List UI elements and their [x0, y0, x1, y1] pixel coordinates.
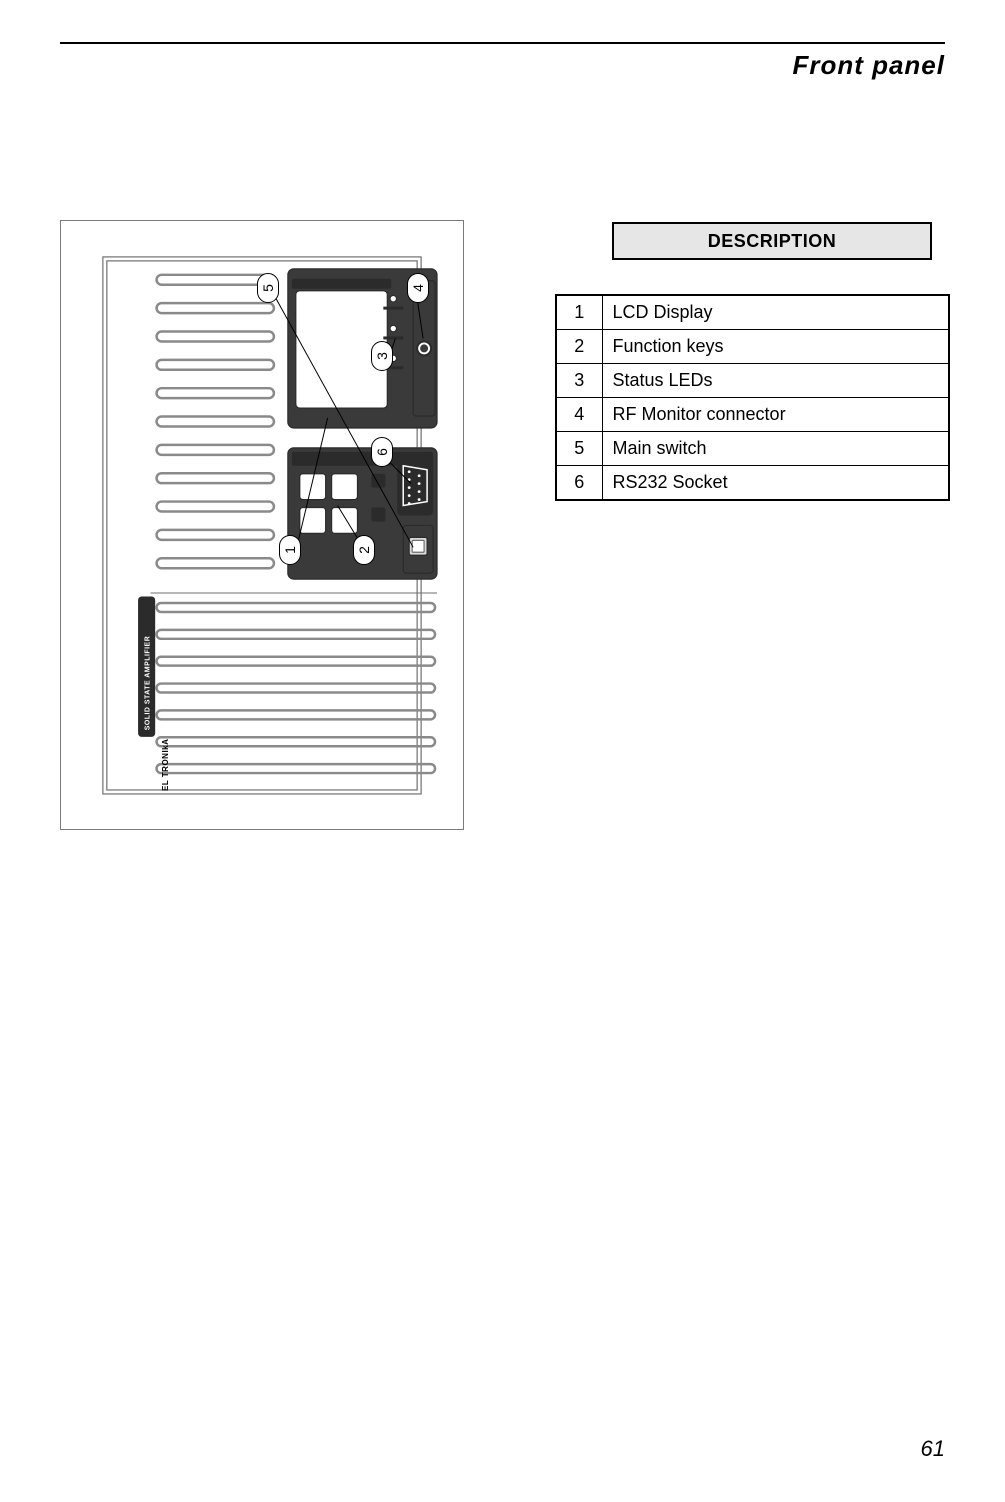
page-title: Front panel [792, 50, 945, 81]
cell-label: Function keys [602, 330, 949, 364]
cell-number: 2 [556, 330, 602, 364]
device-figure: SOLID STATE AMPLIFIER 1 2 3 4 5 6 EL TRO… [60, 220, 464, 830]
description-table: 1 LCD Display 2 Function keys 3 Status L… [555, 294, 950, 501]
cell-label: RS232 Socket [602, 466, 949, 501]
device-drawing: SOLID STATE AMPLIFIER [79, 239, 445, 810]
header-rule [60, 42, 945, 44]
cell-number: 3 [556, 364, 602, 398]
table-row: 6 RS232 Socket [556, 466, 949, 501]
page-number: 61 [921, 1436, 945, 1462]
table-row: 3 Status LEDs [556, 364, 949, 398]
description-heading: DESCRIPTION [612, 222, 932, 260]
cell-label: Status LEDs [602, 364, 949, 398]
cell-label: Main switch [602, 432, 949, 466]
table-row: 5 Main switch [556, 432, 949, 466]
table-row: 4 RF Monitor connector [556, 398, 949, 432]
callout-2: 2 [353, 535, 375, 565]
cell-number: 5 [556, 432, 602, 466]
table-row: 1 LCD Display [556, 295, 949, 330]
brand-label: EL TRONIkA [161, 739, 170, 791]
cell-number: 6 [556, 466, 602, 501]
callout-5: 5 [257, 273, 279, 303]
callout-4: 4 [407, 273, 429, 303]
cell-label: LCD Display [602, 295, 949, 330]
cell-number: 1 [556, 295, 602, 330]
cell-label: RF Monitor connector [602, 398, 949, 432]
callout-3: 3 [371, 341, 393, 371]
cell-number: 4 [556, 398, 602, 432]
table-row: 2 Function keys [556, 330, 949, 364]
callout-1: 1 [279, 535, 301, 565]
callout-6: 6 [371, 437, 393, 467]
svg-text:SOLID STATE AMPLIFIER: SOLID STATE AMPLIFIER [145, 636, 152, 731]
